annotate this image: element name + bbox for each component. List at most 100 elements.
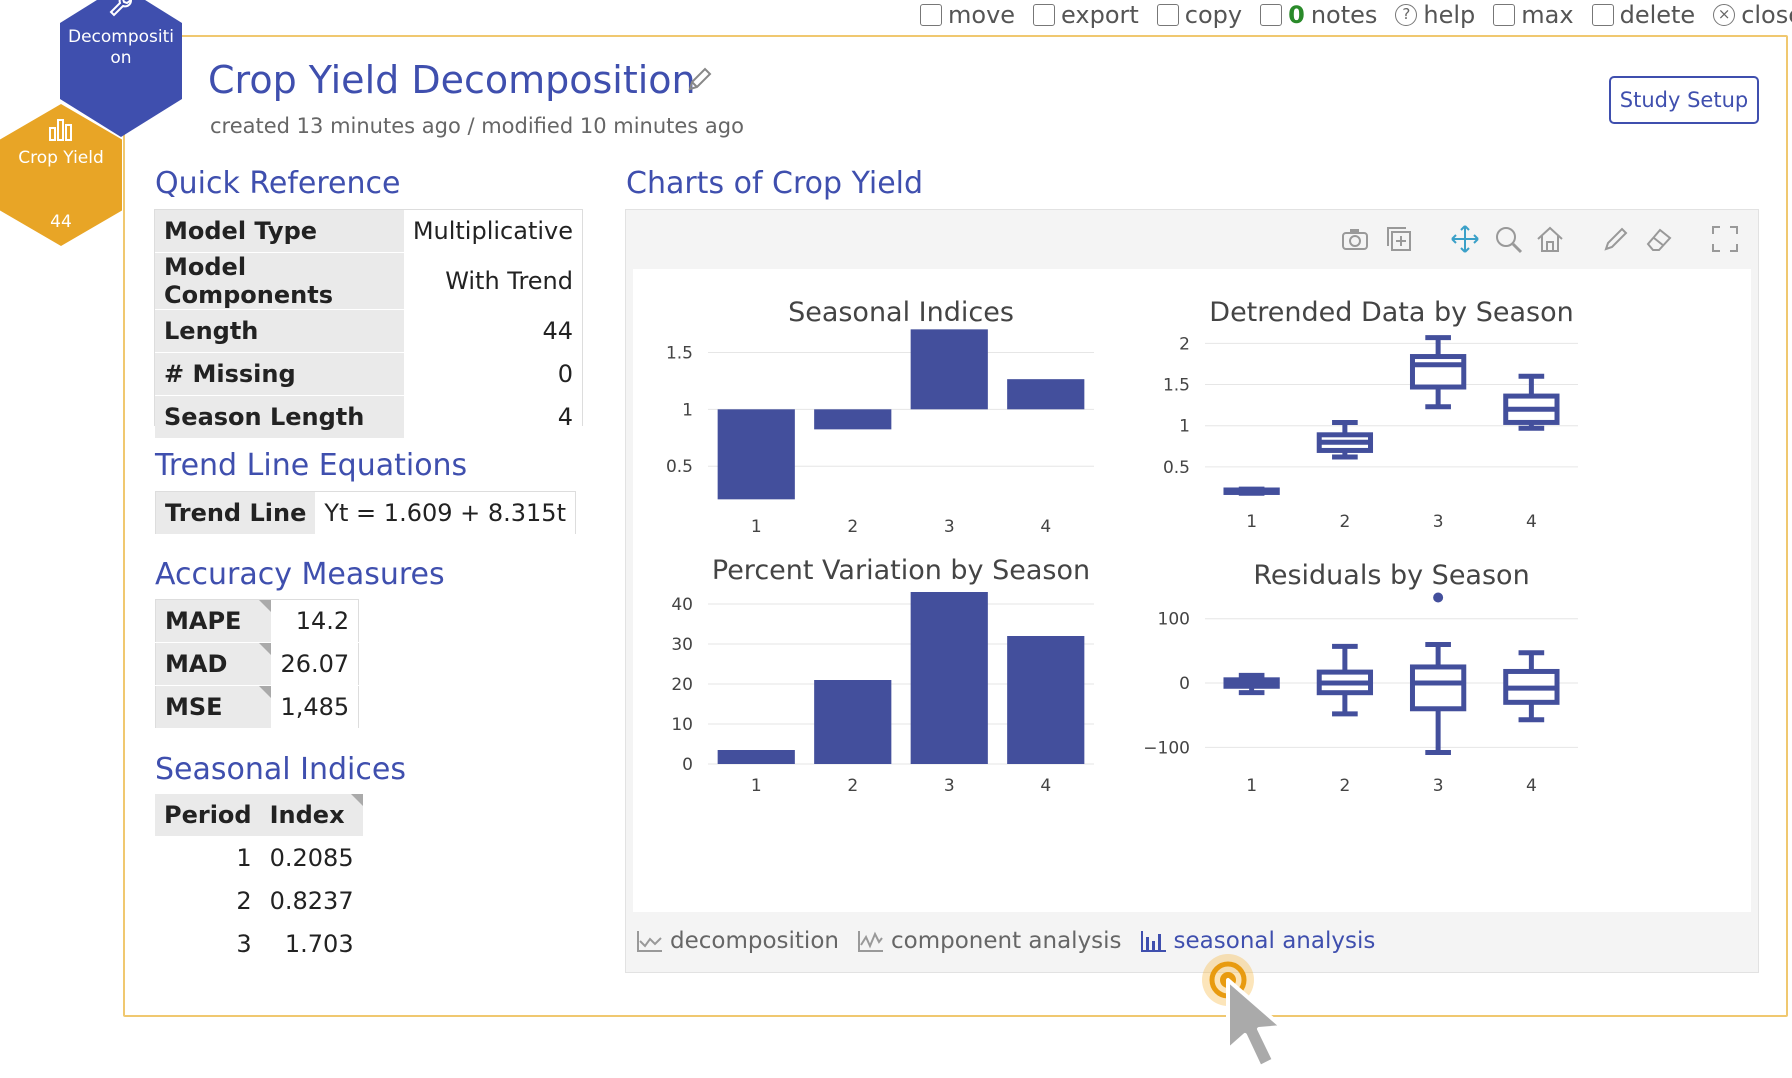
decomposition-badge-label: Decompositi on bbox=[67, 27, 175, 68]
tab-decomposition[interactable]: decomposition bbox=[636, 928, 839, 954]
comment-corner-icon[interactable] bbox=[259, 600, 272, 612]
help-icon: ? bbox=[1395, 4, 1418, 26]
table-row: MAPE 14.2 bbox=[155, 599, 359, 643]
row-key: Model Components bbox=[155, 252, 404, 310]
seasonal-indices-table: Period Index 1 0.2085 2 0.8237 3 1.703 bbox=[155, 794, 363, 966]
trend-line-heading: Trend Line Equations bbox=[155, 448, 468, 483]
row-key: MAPE bbox=[155, 599, 272, 643]
topbar-copy-button[interactable]: copy bbox=[1156, 1, 1242, 29]
copy-chart-icon[interactable] bbox=[1384, 224, 1414, 254]
crop-yield-label: Crop Yield bbox=[18, 148, 104, 168]
topbar-max-button[interactable]: max bbox=[1493, 1, 1574, 29]
tab-component-analysis[interactable]: component analysis bbox=[857, 928, 1122, 954]
click-cursor-icon bbox=[1202, 954, 1284, 1069]
max-icon bbox=[1493, 4, 1516, 26]
table-row: Model Components With Trend bbox=[155, 252, 582, 310]
box-3 bbox=[1409, 354, 1467, 390]
notes-count: 0 bbox=[1288, 1, 1305, 29]
y-tick-label: 40 bbox=[671, 595, 693, 615]
quick-reference-table: Model Type Multiplicative Model Components… bbox=[155, 210, 582, 439]
x-tick-label: 3 bbox=[1433, 512, 1444, 532]
copy-icon bbox=[1156, 4, 1179, 26]
row-value: 0 bbox=[403, 352, 582, 396]
wrench-icon bbox=[109, 0, 132, 17]
y-tick-label: 1 bbox=[1179, 417, 1190, 437]
eraser-icon[interactable] bbox=[1644, 224, 1674, 254]
x-tick-label: 3 bbox=[944, 517, 955, 537]
y-tick-label: 100 bbox=[1158, 610, 1190, 630]
y-tick-label: 30 bbox=[671, 635, 693, 655]
bar-3 bbox=[910, 592, 988, 764]
table-row: # Missing 0 bbox=[155, 352, 582, 396]
row-value: 4 bbox=[403, 395, 582, 439]
y-tick-label: 1.5 bbox=[1163, 376, 1190, 396]
component-analysis-icon bbox=[857, 931, 883, 952]
topbar-move-button[interactable]: move bbox=[920, 1, 1015, 29]
row-key: MAD bbox=[155, 642, 272, 686]
topbar-help-button[interactable]: ? help bbox=[1395, 1, 1475, 29]
row-value: Multiplicative bbox=[403, 210, 582, 253]
topbar-export-button[interactable]: export bbox=[1033, 1, 1139, 29]
topbar-delete-button[interactable]: delete bbox=[1591, 1, 1695, 29]
comment-corner-icon[interactable] bbox=[259, 643, 272, 655]
y-tick-label: 1.5 bbox=[666, 343, 693, 363]
charts-area: 0.5 1 1.5 Seasonal Indices 1 2 3 4 0.5 1 1.5 2 Detre… bbox=[633, 269, 1751, 912]
tab-decomposition-label: decomposition bbox=[670, 928, 839, 954]
seasonal-analysis-charts[interactable]: 0.5 1 1.5 Seasonal Indices 1 2 3 4 0.5 1 1.5 2 Detre… bbox=[633, 269, 1751, 912]
y-tick-label: 1 bbox=[682, 400, 693, 420]
y-tick-label: 2 bbox=[1179, 334, 1190, 354]
sort-corner-icon[interactable] bbox=[350, 794, 363, 806]
bar-chart-icon bbox=[49, 119, 72, 141]
col-period: Period bbox=[155, 794, 261, 837]
close-icon: × bbox=[1713, 4, 1736, 26]
pan-icon[interactable] bbox=[1450, 224, 1480, 254]
trend-line-equation: Yt = 1.609 + 8.315t bbox=[315, 491, 576, 535]
page-title[interactable]: Crop Yield Decomposition bbox=[208, 58, 696, 102]
zoom-icon[interactable] bbox=[1493, 224, 1523, 254]
row-value: With Trend bbox=[403, 252, 582, 310]
bar-4 bbox=[1007, 636, 1085, 764]
table-row: Model Type Multiplicative bbox=[155, 210, 582, 253]
x-tick-label: 3 bbox=[944, 776, 955, 796]
x-tick-label: 4 bbox=[1040, 517, 1051, 537]
x-tick-label: 4 bbox=[1526, 512, 1537, 532]
y-tick-label: 0 bbox=[682, 755, 693, 775]
tab-seasonal-analysis[interactable]: seasonal analysis bbox=[1140, 928, 1375, 954]
timestamps: created 13 minutes ago / modified 10 min… bbox=[210, 114, 744, 138]
index-cell: 0.2085 bbox=[260, 836, 363, 880]
chart-title: Residuals by Season bbox=[1253, 560, 1529, 591]
accuracy-table: MAPE 14.2 MAD 26.07 MSE 1,485 bbox=[155, 599, 360, 729]
decomposition-icon bbox=[637, 931, 662, 952]
bar-3 bbox=[910, 329, 988, 410]
table-row: MAD 26.07 bbox=[155, 642, 359, 686]
comment-corner-icon[interactable] bbox=[259, 686, 272, 698]
fullscreen-icon[interactable] bbox=[1710, 224, 1740, 254]
topbar-move-label: move bbox=[948, 1, 1016, 29]
row-key: Season Length bbox=[155, 395, 404, 439]
box-outlier bbox=[1433, 592, 1444, 603]
draw-icon[interactable] bbox=[1601, 224, 1631, 254]
y-tick-label: 10 bbox=[671, 715, 693, 735]
topbar-notes-button[interactable]: 0 notes bbox=[1260, 1, 1377, 29]
study-setup-button[interactable]: Study Setup bbox=[1609, 76, 1759, 124]
export-icon bbox=[1033, 4, 1056, 26]
tab-component-analysis-label: component analysis bbox=[890, 928, 1122, 954]
x-tick-label: 2 bbox=[1339, 776, 1350, 796]
edit-pencil-icon[interactable] bbox=[685, 66, 713, 94]
topbar-max-label: max bbox=[1521, 1, 1574, 29]
notes-icon bbox=[1260, 4, 1283, 26]
y-tick-label: 0.5 bbox=[666, 457, 693, 477]
topbar-notes-label: notes bbox=[1310, 1, 1378, 29]
row-value: 44 bbox=[403, 309, 582, 353]
x-tick-label: 3 bbox=[1433, 776, 1444, 796]
x-tick-label: 1 bbox=[1246, 512, 1257, 532]
row-key: # Missing bbox=[155, 352, 404, 396]
home-icon[interactable] bbox=[1535, 224, 1565, 254]
camera-icon[interactable] bbox=[1340, 224, 1370, 254]
row-value: 26.07 bbox=[271, 642, 359, 686]
accuracy-heading: Accuracy Measures bbox=[155, 557, 445, 592]
box-3 bbox=[1409, 664, 1467, 712]
table-row: 1 0.2085 bbox=[155, 836, 363, 880]
topbar-close-button[interactable]: ×close bbox=[1713, 1, 1792, 29]
